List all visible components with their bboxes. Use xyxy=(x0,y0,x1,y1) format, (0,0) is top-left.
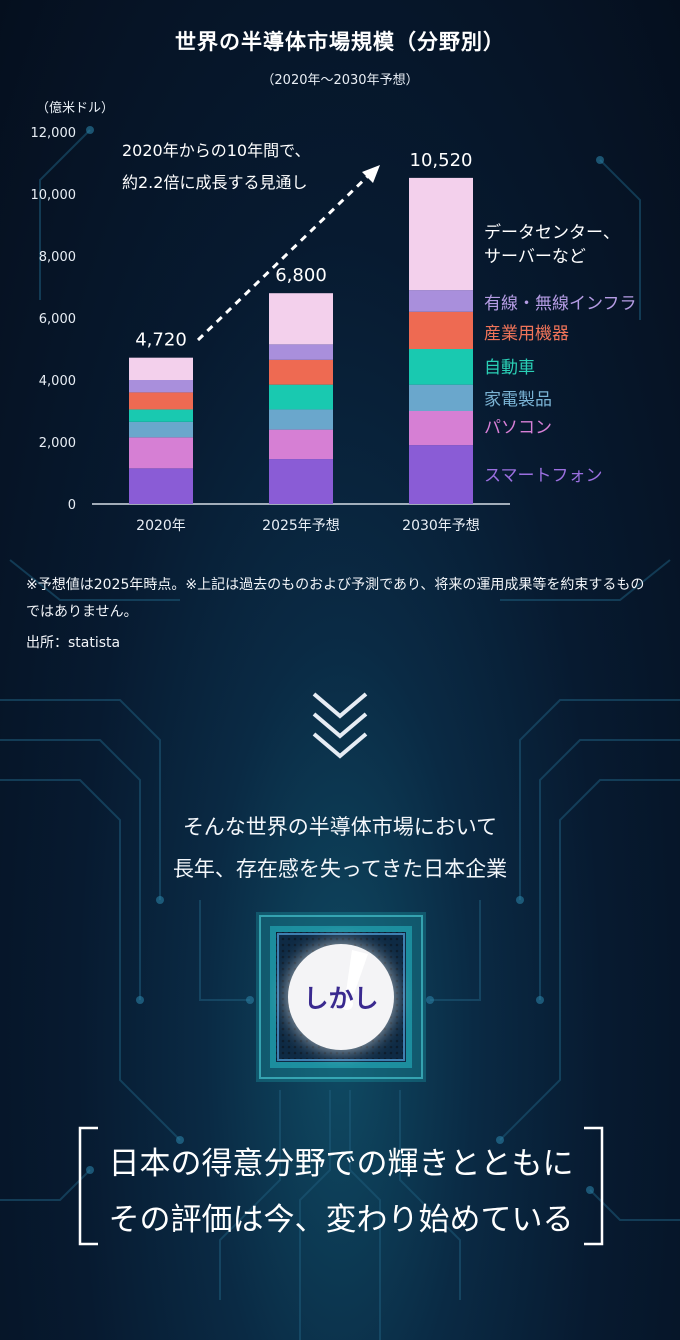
bar-total-label: 6,800 xyxy=(275,265,327,286)
bar-segment xyxy=(269,384,333,410)
legend-label: データセンター、 xyxy=(484,222,620,243)
y-axis-label: （億米ドル） xyxy=(36,100,114,116)
legend-label: 有線・無線インフラ xyxy=(484,294,637,314)
y-tick-label: 8,000 xyxy=(39,250,76,265)
y-tick-label: 2,000 xyxy=(39,436,76,451)
bar-segment xyxy=(269,359,333,385)
conclusion-line-1: 日本の得意分野での輝きとともに xyxy=(108,1146,574,1182)
bar-segment xyxy=(129,421,193,438)
legend-label: スマートフォン xyxy=(484,466,603,486)
legend-label: 家電製品 xyxy=(484,390,552,410)
bar-segment xyxy=(129,380,193,393)
lead-line-2: 長年、存在感を失ってきた日本企業 xyxy=(172,857,508,881)
bar-segment xyxy=(129,357,193,380)
y-tick-label: 0 xyxy=(68,498,76,513)
annotation-line-2: 約2.2倍に成長する見通し xyxy=(122,173,307,192)
bar-segment xyxy=(409,290,473,312)
annotation-line-1: 2020年からの10年間で、 xyxy=(122,141,310,160)
bar-segment xyxy=(409,445,473,504)
bar-segment xyxy=(409,349,473,385)
bar-segment xyxy=(409,177,473,291)
bar-segment xyxy=(269,429,333,460)
lead-line-1: そんな世界の半導体市場において xyxy=(182,815,498,839)
x-tick-label: 2030年予想 xyxy=(402,518,480,534)
badge-label: しかし xyxy=(303,984,379,1013)
source-note: 出所：statista xyxy=(26,635,121,651)
bar-segment xyxy=(409,311,473,349)
growth-arrow-line xyxy=(196,172,372,342)
legend-label: 産業用機器 xyxy=(484,324,569,344)
conclusion-bracket-frame xyxy=(78,1126,604,1246)
triple-chevron-down-icon xyxy=(312,692,368,759)
exclamation-icon xyxy=(341,950,368,1010)
bar-segment xyxy=(409,384,473,411)
chart-title: 世界の半導体市場規模（分野別） xyxy=(175,30,505,54)
growth-arrow-head xyxy=(362,165,380,183)
bar-segment xyxy=(129,437,193,469)
conclusion-line-2: その評価は今、変わり始めている xyxy=(108,1202,574,1238)
y-tick-label: 10,000 xyxy=(31,188,77,203)
however-badge: しかし xyxy=(288,944,394,1050)
bar-segment xyxy=(269,409,333,430)
legend-label: サーバーなど xyxy=(484,247,586,267)
bar-segment xyxy=(269,459,333,504)
bar-segment xyxy=(269,293,333,345)
bar-segment xyxy=(129,468,193,504)
bar-segment xyxy=(129,409,193,422)
disclaimer-note: ※予想値は2025年時点。※上記は過去のものおよび予測であり、将来の運用成果等を… xyxy=(26,577,645,620)
x-tick-label: 2020年 xyxy=(136,518,186,534)
y-tick-label: 6,000 xyxy=(39,312,76,327)
legend-label: 自動車 xyxy=(484,358,535,378)
bar-total-label: 4,720 xyxy=(135,330,187,351)
y-tick-label: 12,000 xyxy=(31,126,77,141)
lead-text: そんな世界の半導体市場において 長年、存在感を失ってきた日本企業 xyxy=(0,806,680,890)
stacked-bar-chart: （億米ドル） 0 2,000 4,000 6,000 8,000 10,000 12,000 4… xyxy=(31,100,637,534)
bar-segment xyxy=(129,392,193,410)
x-tick-label: 2025年予想 xyxy=(262,518,340,534)
y-tick-label: 4,000 xyxy=(39,374,76,389)
bar-total-label: 10,520 xyxy=(410,150,473,171)
legend-label: パソコン xyxy=(484,418,552,438)
chart-subtitle: （2020年～2030年予想） xyxy=(261,73,419,88)
conclusion-text: 日本の得意分野での輝きとともに その評価は今、変わり始めている xyxy=(78,1136,604,1248)
bar-segment xyxy=(409,411,473,446)
bar-segment xyxy=(269,344,333,360)
